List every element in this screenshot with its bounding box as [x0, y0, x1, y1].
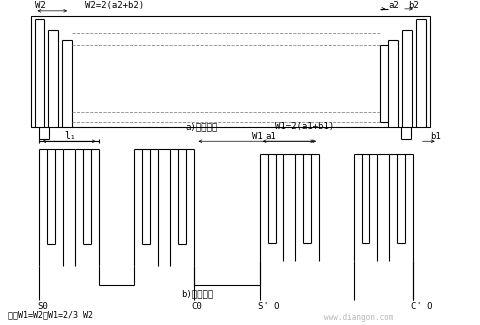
Text: S0: S0: [37, 302, 48, 311]
Text: 一般W1=W2或W1=2/3 W2: 一般W1=W2或W1=2/3 W2: [8, 310, 93, 319]
Text: C' O: C' O: [411, 302, 432, 311]
Text: C0: C0: [192, 302, 203, 311]
Text: b2: b2: [408, 1, 419, 10]
Bar: [31, 16, 430, 127]
Text: a1: a1: [266, 132, 276, 141]
Text: b)滑尺绕组: b)滑尺绕组: [181, 289, 213, 298]
Text: W2=2(a2+b2): W2=2(a2+b2): [85, 1, 144, 10]
Text: b1: b1: [430, 132, 441, 141]
Text: W2: W2: [35, 1, 45, 10]
Text: W1=2(a1+b1): W1=2(a1+b1): [275, 123, 334, 131]
Text: W1: W1: [252, 132, 263, 141]
Text: a2: a2: [388, 1, 399, 10]
Text: S' O: S' O: [258, 302, 279, 311]
Text: www.diangon.com: www.diangon.com: [324, 313, 393, 322]
Text: l₁: l₁: [64, 131, 76, 141]
Text: a)定尺绕组: a)定尺绕组: [186, 123, 218, 131]
